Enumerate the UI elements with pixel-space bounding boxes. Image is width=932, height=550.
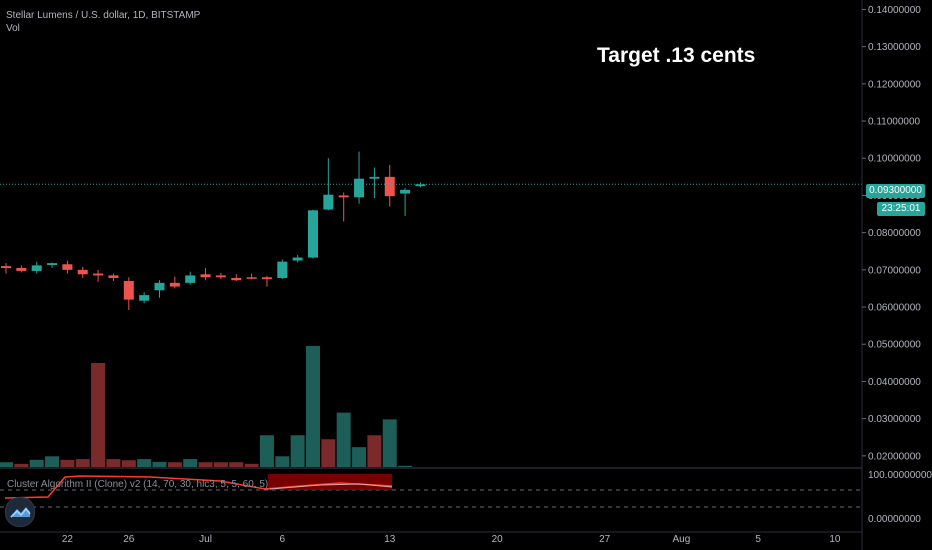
volume-bar: [75, 459, 90, 467]
volume-bar: [275, 456, 290, 467]
volume-bar: [137, 459, 152, 467]
candle-body: [169, 282, 180, 287]
y-tick-label: 0.04000000: [868, 377, 921, 388]
volume-bar: [290, 435, 305, 467]
candle-body: [31, 265, 42, 271]
candle-body: [292, 257, 303, 261]
indicator-label[interactable]: Cluster Algorithm II (Clone) v2 (14, 70,…: [7, 479, 269, 490]
volume-bar: [14, 463, 29, 467]
volume-bar: [321, 439, 336, 467]
candle-body: [215, 275, 226, 278]
volume-bar: [106, 459, 121, 467]
y-tick-label: 0.10000000: [868, 154, 921, 165]
candle-body: [338, 195, 349, 198]
candle-body: [323, 194, 334, 210]
candle-body: [1, 266, 11, 268]
annotation-text: Target .13 cents: [597, 44, 756, 67]
volume-bars: [0, 345, 413, 467]
candle-body: [139, 295, 150, 301]
volume-bar: [183, 459, 198, 467]
candle-body: [415, 184, 426, 187]
y-tick-label: 0.05000000: [868, 340, 921, 351]
x-tick-label: 26: [123, 534, 135, 545]
volume-bar: [29, 459, 44, 467]
volume-bar: [259, 435, 274, 467]
indicator-axis-label: 0.00000000: [868, 514, 921, 525]
candle-body: [261, 277, 272, 280]
candle-body: [200, 274, 211, 278]
volume-bar: [229, 462, 244, 467]
candle-body: [231, 278, 242, 281]
candle-body: [108, 275, 119, 279]
volume-bar: [45, 456, 60, 467]
x-tick-label: 6: [280, 534, 286, 545]
y-tick-label: 0.11000000: [868, 117, 921, 128]
symbol-title: Stellar Lumens / U.S. dollar, 1D, BITSTA…: [6, 10, 201, 21]
y-tick-label: 0.07000000: [868, 265, 921, 276]
x-tick-label: 20: [492, 534, 504, 545]
candle-body: [154, 282, 165, 291]
volume-bar: [198, 462, 213, 467]
current-price-badge: 0.09300000: [866, 184, 925, 198]
volume-bar: [0, 462, 13, 467]
candle-body: [185, 275, 196, 283]
symbol-legend: Stellar Lumens / U.S. dollar, 1D, BITSTA…: [6, 9, 200, 35]
candle-body: [123, 281, 134, 300]
volume-bar: [60, 459, 75, 467]
x-tick-label: 13: [384, 534, 396, 545]
tradingview-logo-icon[interactable]: [5, 497, 35, 527]
candle-body: [277, 261, 288, 279]
candlesticks: [1, 151, 426, 311]
candle-body: [47, 263, 58, 266]
candle-body: [77, 269, 88, 275]
volume-bar: [382, 419, 397, 467]
volume-bar: [367, 435, 382, 467]
indicator-signal-line: [269, 483, 393, 490]
y-tick-label: 0.03000000: [868, 414, 921, 425]
indicator-axis-label: 100.00000000: [868, 470, 932, 481]
x-tick-label: 22: [62, 534, 74, 545]
volume-bar: [336, 412, 351, 467]
candle-body: [369, 176, 380, 179]
candle-body: [16, 267, 27, 271]
candle-body: [400, 189, 411, 194]
candle-body: [246, 277, 257, 279]
volume-bar: [352, 447, 367, 467]
candle-body: [93, 273, 104, 276]
volume-bar: [91, 363, 106, 467]
y-tick-label: 0.12000000: [868, 79, 921, 90]
volume-label: Vol: [6, 23, 20, 34]
volume-bar: [152, 461, 167, 467]
candle-body: [354, 178, 365, 198]
volume-bar: [306, 345, 320, 467]
candle-body: [384, 176, 395, 197]
volume-bar: [398, 465, 413, 467]
x-tick-label: 5: [755, 534, 761, 545]
volume-bar: [121, 460, 136, 467]
y-tick-label: 0.08000000: [868, 228, 921, 239]
volume-bar: [167, 462, 182, 467]
y-tick-label: 0.13000000: [868, 42, 921, 53]
volume-bar: [244, 463, 259, 467]
indicator-pane: [0, 474, 862, 508]
y-tick-label: 0.02000000: [868, 451, 921, 462]
x-tick-label: Jul: [199, 534, 212, 545]
logo-mark-icon: [10, 507, 31, 518]
candle-body: [308, 210, 318, 258]
x-tick-label: 27: [599, 534, 611, 545]
y-tick-label: 0.06000000: [868, 303, 921, 314]
candle-body: [62, 264, 73, 270]
y-tick-label: 0.14000000: [868, 5, 921, 16]
x-tick-label: 10: [829, 534, 841, 545]
volume-bar: [213, 462, 228, 467]
x-tick-label: Aug: [673, 534, 691, 545]
countdown-badge: 23:25:01: [877, 202, 925, 216]
